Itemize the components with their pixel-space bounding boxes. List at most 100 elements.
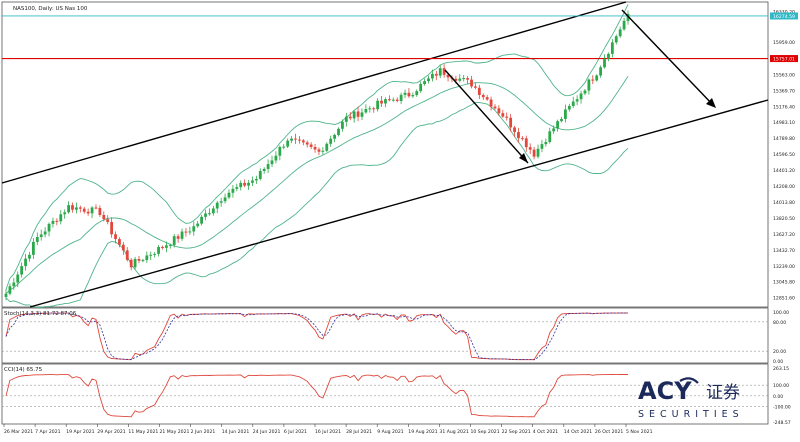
candle	[172, 233, 176, 248]
candle	[102, 211, 106, 222]
candle	[243, 179, 247, 188]
candle	[90, 206, 94, 219]
candle	[399, 92, 403, 105]
candle	[622, 17, 626, 31]
candle-body	[121, 244, 125, 251]
candle	[564, 104, 567, 123]
date-tick-label: 19 Aug 2021	[408, 429, 438, 435]
price-tag	[770, 55, 798, 63]
stoch-signal-line	[5, 312, 628, 361]
candle-body	[75, 207, 78, 210]
candle	[114, 231, 117, 244]
candle-body	[204, 213, 207, 217]
candle	[571, 96, 575, 109]
candle	[176, 234, 180, 243]
lower-band	[5, 101, 629, 308]
candle-body	[294, 138, 297, 140]
candle	[524, 135, 528, 152]
candle	[411, 92, 415, 98]
date-tick-label: 26 Mar 2021	[4, 429, 33, 435]
candle-body	[540, 144, 544, 149]
candle-body	[583, 90, 587, 94]
candle	[157, 244, 160, 257]
candle-body	[235, 187, 239, 189]
candle-body	[118, 239, 121, 245]
candle	[274, 151, 278, 164]
cci-tick-label: -100.00	[773, 404, 791, 410]
candle-body	[43, 231, 47, 235]
candle	[567, 103, 571, 112]
candle	[309, 142, 313, 150]
candle-body	[462, 78, 466, 80]
candle	[219, 197, 223, 207]
candle	[520, 136, 524, 141]
candle-body	[532, 149, 536, 157]
candle	[356, 106, 360, 122]
date-axis: 26 Mar 2021 7 Apr 2021 19 Apr 2021 29 Apr 2…	[3, 424, 653, 435]
candle-body	[497, 108, 501, 114]
candle	[513, 125, 516, 137]
candle-body	[567, 105, 571, 110]
candle-body	[423, 81, 426, 85]
candle	[427, 75, 430, 84]
candle-body	[164, 245, 168, 248]
candle-body	[434, 73, 438, 76]
candle	[63, 209, 67, 219]
candle-body	[403, 92, 407, 95]
candle	[251, 176, 254, 187]
candle	[407, 88, 411, 98]
candle-body	[125, 250, 129, 260]
candle	[528, 143, 532, 155]
candle-body	[208, 213, 211, 215]
candle	[24, 253, 27, 271]
candle-body	[477, 87, 481, 95]
candle	[278, 145, 282, 161]
candle-body	[489, 99, 493, 107]
candle	[247, 180, 250, 190]
date-tick-label: 14 Oct 2021	[564, 429, 592, 435]
candle	[509, 113, 513, 132]
date-tick-label: 10 Sep 2021	[471, 429, 500, 435]
candle	[8, 283, 12, 296]
candle-body	[31, 241, 35, 255]
candle	[94, 204, 98, 210]
candle-body	[395, 99, 399, 101]
candle	[98, 205, 102, 217]
price-tick-label: 15176.40	[773, 104, 795, 110]
stoch-tick-label: 100.00	[773, 310, 789, 316]
candle-body	[352, 111, 356, 119]
candle-body	[438, 68, 442, 76]
price-tick-label: 15757.01	[773, 57, 795, 63]
price-tag	[770, 12, 798, 20]
candle	[141, 258, 145, 263]
candle-body	[513, 127, 516, 133]
candle-body	[247, 182, 250, 186]
date-tick-label: 28 Jul 2021	[346, 429, 372, 435]
candle	[305, 140, 309, 148]
candle-body	[509, 117, 513, 128]
candle-body	[24, 258, 27, 267]
logo-swoosh-icon	[679, 377, 699, 384]
candle-body	[485, 97, 489, 100]
candle-body	[411, 95, 415, 97]
candle-body	[262, 168, 266, 172]
candle-body	[552, 128, 556, 132]
candle	[329, 135, 333, 147]
candle	[470, 75, 473, 89]
candle	[536, 144, 540, 159]
candle-body	[614, 36, 618, 43]
candle	[235, 183, 239, 192]
candle	[153, 252, 157, 258]
candle-body	[8, 286, 12, 294]
candle-body	[172, 236, 176, 245]
projection-arrows	[444, 9, 716, 164]
candle	[497, 105, 501, 117]
candle	[575, 95, 579, 106]
candle-body	[599, 67, 603, 76]
date-tick-label: 14 Jun 2021	[222, 429, 250, 435]
candle-body	[223, 197, 227, 202]
candle-body	[286, 140, 290, 147]
candle	[239, 180, 243, 191]
candle	[610, 39, 614, 58]
